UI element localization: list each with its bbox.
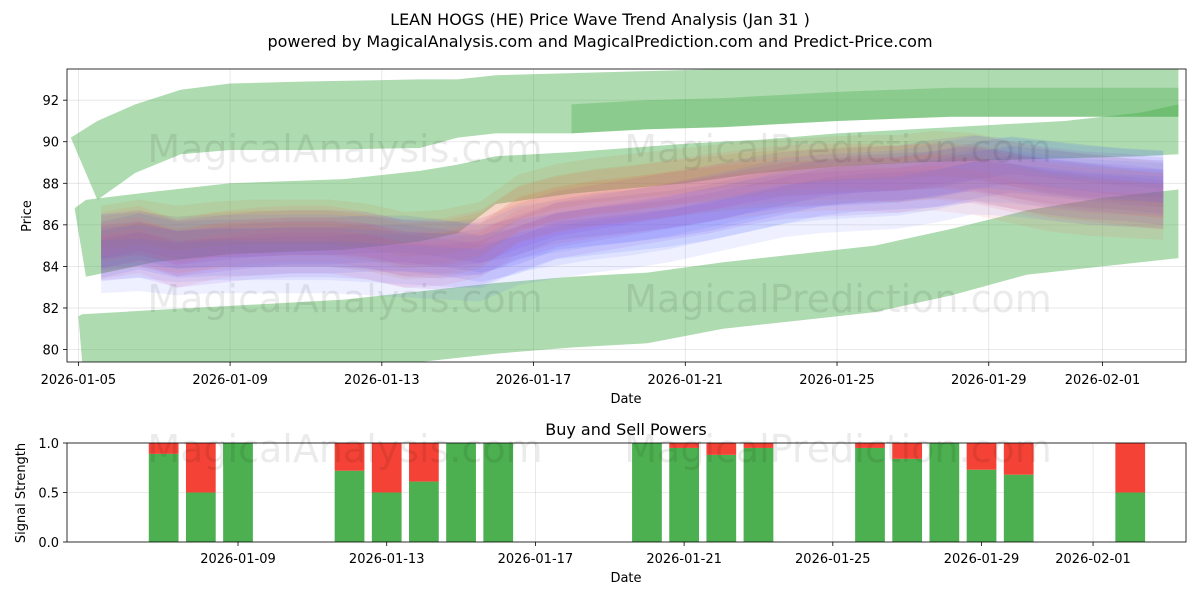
signal-y-tick-label: 0.5 xyxy=(38,487,59,502)
green-band-0 xyxy=(70,69,1179,200)
price-x-tick-label: 2026-02-01 xyxy=(1065,373,1141,388)
buy-bar xyxy=(148,453,179,542)
buy-bar xyxy=(371,492,402,542)
buy-bar xyxy=(446,443,476,542)
green-bands xyxy=(70,69,1179,362)
watermark-prediction: MagicalPrediction.com xyxy=(624,127,1052,171)
price-y-tick-label: 80 xyxy=(42,344,59,359)
series-band-blue xyxy=(101,155,1164,264)
price-gridlines xyxy=(67,69,1186,362)
series-band-orange xyxy=(101,142,1164,269)
buy-bar xyxy=(483,443,514,542)
signal-x-tick-label: 2026-01-25 xyxy=(795,552,871,567)
series-band-blue-low xyxy=(101,135,1164,302)
buy-bar xyxy=(892,458,923,542)
sell-bar xyxy=(1115,443,1146,493)
signal-bars xyxy=(148,443,1146,542)
sell-bar xyxy=(743,443,774,448)
series-band-red xyxy=(101,154,1164,277)
sell-bar xyxy=(966,443,997,470)
signal-x-tick-label: 2026-01-13 xyxy=(349,552,425,567)
watermark-analysis-3: MagicalAnalysis.com xyxy=(147,427,542,471)
price-x-label: Date xyxy=(610,392,641,407)
price-y-tick-label: 86 xyxy=(42,219,59,234)
green-band-2 xyxy=(78,189,1179,362)
sell-bar xyxy=(371,443,402,493)
price-x-tick-label: 2026-01-29 xyxy=(951,373,1027,388)
chart-title: LEAN HOGS (HE) Price Wave Trend Analysis… xyxy=(390,10,810,29)
series-band-purple xyxy=(101,135,1164,290)
watermark-analysis-2: MagicalAnalysis.com xyxy=(147,277,542,321)
price-y-label: Price xyxy=(20,200,35,232)
price-y-tick-label: 90 xyxy=(42,136,59,151)
series-band-red xyxy=(101,165,1164,266)
green-trend-strip xyxy=(571,87,1179,134)
sell-bar xyxy=(669,443,699,448)
signal-y-label: Signal Strength xyxy=(14,443,29,543)
series-band-blue xyxy=(101,136,1164,282)
signal-x-tick-label: 2026-02-01 xyxy=(1055,552,1131,567)
price-x-tick-label: 2026-01-25 xyxy=(799,373,875,388)
sell-bar xyxy=(185,443,216,493)
price-ticks: 2026-01-05 2026-01-09 2026-01-13 2026-01-17… xyxy=(41,94,1141,388)
signal-ticks: 2026-01-09 2026-01-13 2026-01-17 2026-01-21… xyxy=(38,437,1131,567)
chart-subtitle: powered by MagicalAnalysis.com and Magic… xyxy=(267,32,932,51)
price-y-tick-label: 88 xyxy=(42,177,59,192)
sell-bar xyxy=(148,443,179,454)
series-band-orange xyxy=(101,130,1164,280)
buy-bar xyxy=(669,447,699,542)
signal-y-tick-label: 1.0 xyxy=(38,437,59,452)
signal-x-tick-label: 2026-01-21 xyxy=(646,552,722,567)
signal-x-label: Date xyxy=(610,571,641,586)
price-x-tick-label: 2026-01-21 xyxy=(648,373,724,388)
series-band-orange xyxy=(101,153,1164,257)
buy-bar xyxy=(855,447,885,542)
buy-bar xyxy=(1115,492,1146,542)
sell-bar xyxy=(892,443,923,459)
buy-bar xyxy=(743,447,774,542)
signal-x-tick-label: 2026-01-29 xyxy=(944,552,1020,567)
price-x-tick-label: 2026-01-13 xyxy=(344,373,420,388)
price-x-tick-label: 2026-01-05 xyxy=(41,373,117,388)
buy-bar xyxy=(706,454,737,542)
price-x-tick-label: 2026-01-09 xyxy=(192,373,268,388)
price-chart: MagicalAnalysis.com MagicalPrediction.co… xyxy=(20,68,1187,407)
sell-bar xyxy=(409,443,439,482)
sell-bar xyxy=(1003,443,1034,475)
buy-bar xyxy=(223,443,253,542)
price-x-tick-label: 2026-01-17 xyxy=(496,373,572,388)
signal-x-tick-label: 2026-01-09 xyxy=(200,552,276,567)
buy-bar xyxy=(409,481,439,542)
buy-bar xyxy=(334,470,365,542)
series-band-blue xyxy=(101,145,1164,273)
buy-bar xyxy=(632,443,662,542)
watermark-analysis: MagicalAnalysis.com xyxy=(147,127,542,171)
buy-bar xyxy=(185,492,216,542)
signal-title: Buy and Sell Powers xyxy=(545,420,707,439)
signal-x-tick-label: 2026-01-17 xyxy=(498,552,574,567)
buy-bar xyxy=(1003,474,1034,542)
sell-bar xyxy=(706,443,737,455)
watermark-prediction-2: MagicalPrediction.com xyxy=(624,277,1052,321)
price-y-tick-label: 82 xyxy=(42,302,59,317)
sell-bar xyxy=(334,443,365,471)
watermark-prediction-3: MagicalPrediction.com xyxy=(624,427,1052,471)
buy-bar xyxy=(966,469,997,542)
buy-bar xyxy=(929,443,960,542)
signal-chart: Buy and Sell Powers MagicalAnalysis.com … xyxy=(14,420,1187,586)
price-y-tick-label: 92 xyxy=(42,94,59,109)
price-axes-frame xyxy=(66,68,1187,363)
series-band-purple xyxy=(101,146,1164,279)
green-band-1 xyxy=(74,104,1179,277)
sell-bar xyxy=(855,443,885,448)
series-band-red xyxy=(101,143,1164,288)
price-series xyxy=(101,130,1164,302)
series-band-blue-low xyxy=(101,148,1164,289)
price-y-tick-label: 84 xyxy=(42,260,59,275)
signal-y-tick-label: 0.0 xyxy=(38,536,59,551)
series-band-blue-low xyxy=(101,161,1164,276)
series-band-purple xyxy=(101,157,1164,268)
